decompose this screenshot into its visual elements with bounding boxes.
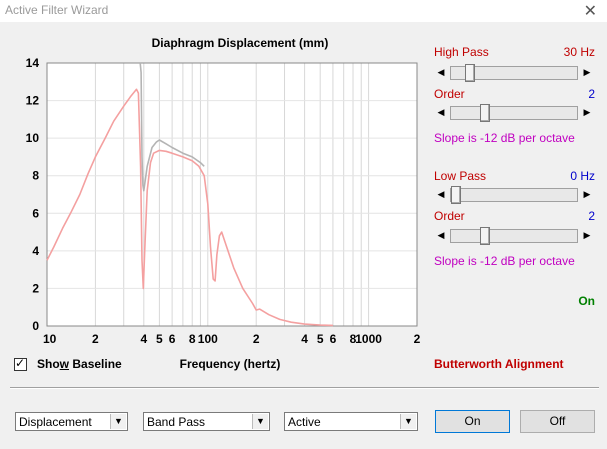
x-tick-label: 10 (43, 332, 57, 346)
alignment-label: Butterworth Alignment (434, 357, 564, 371)
x-tick-label: 4 (140, 332, 147, 346)
high-pass-order-label: Order (434, 87, 465, 101)
chart-series (46, 62, 333, 327)
arrow-left-icon[interactable]: ◀ (437, 189, 445, 199)
arrow-left-icon[interactable]: ◀ (437, 230, 445, 240)
show-baseline-label: Show Baseline (37, 357, 122, 371)
low-pass-order-value: 2 (588, 209, 595, 223)
high-pass-order-value: 2 (588, 87, 595, 101)
series-line-2 (46, 88, 333, 327)
x-tick-label: 100 (198, 332, 218, 346)
y-tick-label: 0 (32, 319, 39, 333)
y-tick-label: 8 (32, 169, 39, 183)
type-select-value: Active (288, 415, 321, 429)
arrow-right-icon[interactable]: ▶ (583, 67, 591, 77)
low-pass-slider[interactable]: ◀ ▶ (434, 185, 594, 204)
y-tick-label: 4 (32, 244, 39, 258)
x-tick-label: 6 (330, 332, 337, 346)
arrow-left-icon[interactable]: ◀ (437, 107, 445, 117)
slider-thumb[interactable] (464, 64, 475, 82)
check-icon: ✓ (15, 355, 26, 370)
arrow-right-icon[interactable]: ▶ (583, 189, 591, 199)
filter-select-value: Band Pass (147, 415, 206, 429)
x-tick-label: 5 (317, 332, 324, 346)
low-pass-order-slider[interactable]: ◀ ▶ (434, 226, 594, 245)
filter-select[interactable]: Band Pass ▼ (143, 412, 270, 431)
x-tick-label: 2 (414, 332, 421, 346)
chart-title: Diaphragm Displacement (mm) (151, 36, 329, 50)
arrow-left-icon[interactable]: ◀ (437, 67, 445, 77)
x-tick-label: 4 (301, 332, 308, 346)
slider-thumb[interactable] (451, 186, 461, 204)
mode-select[interactable]: Displacement ▼ (15, 412, 128, 431)
y-tick-label: 10 (26, 131, 40, 145)
y-tick-label: 2 (32, 281, 39, 295)
y-tick-labels: 0 2 4 6 8 10 12 14 (26, 56, 40, 333)
low-pass-slope-text: Slope is -12 dB per octave (434, 254, 575, 268)
high-pass-slider[interactable]: ◀ ▶ (434, 63, 594, 82)
mode-select-value: Displacement (19, 415, 92, 429)
slider-track[interactable] (450, 227, 578, 245)
slider-thumb[interactable] (480, 104, 490, 122)
close-icon[interactable]: ✕ (583, 3, 597, 20)
arrow-right-icon[interactable]: ▶ (583, 107, 591, 117)
show-baseline-checkbox[interactable]: ✓ Show Baseline (14, 355, 122, 371)
filter-state-text: On (578, 294, 595, 308)
title-bar: Active Filter Wizard ✕ (0, 0, 607, 22)
window-title: Active Filter Wizard (5, 3, 109, 17)
slider-track[interactable] (450, 186, 578, 204)
high-pass-order-slider[interactable]: ◀ ▶ (434, 103, 594, 122)
slider-thumb[interactable] (480, 227, 490, 245)
chevron-down-icon[interactable]: ▼ (110, 414, 126, 429)
y-tick-label: 6 (32, 206, 39, 220)
high-pass-value: 30 Hz (563, 45, 595, 59)
off-button[interactable]: Off (520, 410, 595, 433)
divider (10, 387, 599, 389)
chevron-down-icon[interactable]: ▼ (252, 414, 268, 429)
x-tick-label: 8 (189, 332, 196, 346)
plot-background (47, 63, 417, 326)
chevron-down-icon[interactable]: ▼ (400, 414, 416, 429)
slider-track[interactable] (450, 64, 578, 82)
checkbox-box[interactable]: ✓ (14, 355, 27, 371)
low-pass-value: 0 Hz (570, 169, 595, 183)
high-pass-slope-text: Slope is -12 dB per octave (434, 131, 575, 145)
x-tick-label: 1000 (355, 332, 382, 346)
low-pass-label: Low Pass (434, 169, 487, 183)
slider-track[interactable] (450, 104, 578, 122)
y-tick-label: 14 (26, 56, 40, 70)
high-pass-label: High Pass (434, 45, 489, 59)
x-tick-label: 6 (169, 332, 176, 346)
x-tick-label: 8 (350, 332, 357, 346)
arrow-right-icon[interactable]: ▶ (583, 230, 591, 240)
plot-frame (46, 62, 418, 327)
y-tick-label: 12 (26, 94, 40, 108)
low-pass-order-label: Order (434, 209, 465, 223)
x-tick-label: 2 (92, 332, 99, 346)
x-tick-label: 5 (156, 332, 163, 346)
series-line-1 (139, 62, 205, 192)
on-button[interactable]: On (435, 410, 510, 433)
chart-grid (47, 63, 417, 326)
x-tick-label: 2 (253, 332, 260, 346)
x-axis-label: Frequency (hertz) (179, 357, 281, 371)
type-select[interactable]: Active ▼ (284, 412, 418, 431)
